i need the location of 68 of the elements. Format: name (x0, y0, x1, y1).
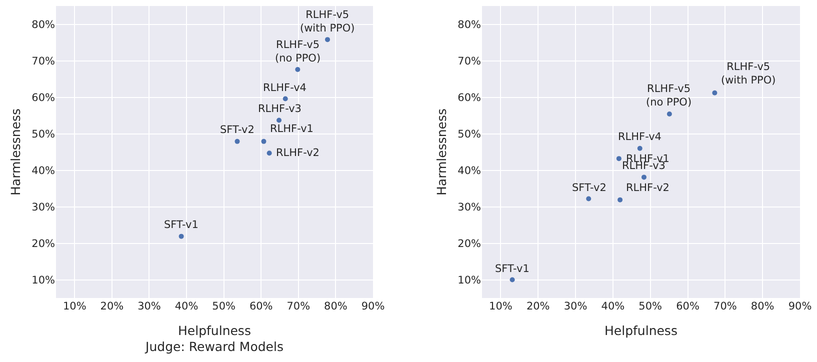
x-tick-label: 80% (750, 300, 774, 312)
y-tick-label: 20% (458, 238, 482, 250)
x-tick-label: 60% (249, 300, 273, 312)
x-tick-label: 90% (361, 300, 385, 312)
y-tick-label: 60% (32, 92, 56, 104)
y-tick-label: 10% (32, 274, 56, 286)
y-tick-label: 30% (32, 201, 56, 214)
x-tick-label: 90% (788, 300, 812, 312)
x-axis-title: Helpfulness (604, 322, 678, 338)
x-tick-label: 50% (212, 300, 236, 312)
y-tick-label: 10% (458, 274, 482, 286)
x-tick-label: 20% (100, 300, 124, 312)
annotation: RLHF-v2 (276, 147, 320, 159)
annotation: RLHF-v1 (270, 123, 314, 135)
y-tick-label: 40% (32, 164, 56, 177)
y-tick-label: 20% (32, 238, 56, 250)
x-tick-label: 70% (286, 300, 310, 312)
point (295, 67, 300, 72)
point (616, 156, 622, 162)
x-tick-label: 10% (489, 300, 512, 312)
x-tick-label: 40% (601, 300, 625, 312)
x-tick-label: 10% (62, 300, 86, 312)
point (712, 90, 718, 96)
point (325, 37, 330, 42)
x-tick-label: 50% (638, 300, 662, 312)
annotation: RLHF-v4 (263, 82, 307, 94)
x-axis-title: Helpfulness Judge: Reward Models (144, 322, 284, 354)
y-tick-label: 80% (458, 18, 482, 31)
x-tick-label: 70% (714, 300, 737, 312)
point (641, 174, 646, 180)
point (666, 112, 672, 117)
x-tick-label: 30% (138, 300, 161, 312)
annotation: SFT-v1 (164, 219, 198, 231)
annotation: SFT-v2 (572, 182, 606, 194)
annotation: RLHF-v5 (with PPO) (721, 61, 776, 87)
y-tick-label: 40% (458, 164, 482, 177)
x-tick-label: 40% (174, 300, 198, 312)
annotation: RLHF-v4 (618, 131, 662, 143)
annotation: SFT-v2 (220, 124, 254, 136)
x-tick-label: 60% (676, 300, 700, 312)
annotation: RLHF-v5 (no PPO) (646, 83, 692, 109)
point (618, 197, 623, 202)
y-tick-label: 30% (458, 201, 482, 214)
x-tick-label: 20% (526, 300, 550, 312)
y-tick-label: 50% (458, 128, 482, 140)
point (637, 146, 642, 151)
point (178, 234, 184, 239)
y-tick-label: 70% (32, 55, 56, 68)
point (261, 138, 266, 144)
point (586, 196, 592, 202)
annotation: SFT-v1 (495, 263, 530, 275)
x-tick-label: 80% (324, 300, 348, 312)
point (276, 118, 282, 123)
annotation: RLHF-v3 (258, 103, 302, 115)
y-axis-title: Harmlessness (8, 108, 23, 196)
y-tick-label: 70% (458, 55, 482, 68)
x-tick-label: 30% (564, 300, 588, 312)
point (266, 150, 272, 156)
annotation: RLHF-v5 (with PPO) (300, 9, 355, 35)
y-tick-label: 50% (32, 128, 56, 140)
annotation: RLHF-v5 (no PPO) (275, 39, 321, 65)
point (282, 96, 288, 102)
y-axis-title: Harmlessness (434, 108, 449, 196)
y-tick-label: 80% (32, 18, 56, 31)
point (510, 277, 515, 282)
point (234, 138, 240, 144)
annotation: RLHF-v2 (626, 182, 670, 194)
y-tick-label: 60% (458, 92, 482, 104)
